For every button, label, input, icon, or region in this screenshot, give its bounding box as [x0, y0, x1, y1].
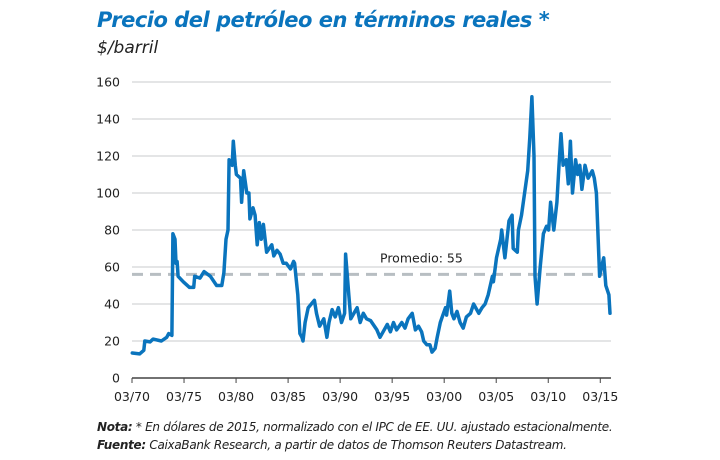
chart-title: Precio del petróleo en términos reales * [97, 8, 550, 32]
y-tick-label: 60 [104, 260, 120, 275]
y-tick-label: 100 [96, 186, 120, 201]
x-tick-label: 03/80 [218, 389, 254, 404]
x-tick-label: 03/10 [530, 389, 566, 404]
y-axis-unit-label: $/barril [97, 38, 159, 58]
price-series-line [130, 95, 612, 356]
y-tick-label: 160 [96, 75, 120, 90]
x-tick-label: 03/90 [322, 389, 358, 404]
source-note: Fuente: CaixaBank Research, a partir de … [97, 438, 567, 452]
average-label: Promedio: 55 [380, 250, 463, 265]
x-tick-label: 03/85 [270, 389, 306, 404]
footnote: Nota: * En dólares de 2015, normalizado … [97, 420, 613, 434]
y-tick-label: 20 [104, 334, 120, 349]
y-tick-label: 120 [96, 149, 120, 164]
x-tick-label: 03/95 [374, 389, 410, 404]
y-tick-label: 0 [112, 371, 120, 386]
x-tick-label: 03/00 [426, 389, 462, 404]
x-tick-label: 03/70 [114, 389, 150, 404]
fuente-label: Fuente: [97, 438, 146, 452]
nota-label: Nota: [97, 420, 133, 434]
y-tick-label: 140 [96, 112, 120, 127]
x-tick-label: 03/05 [478, 389, 514, 404]
y-tick-label: 80 [104, 223, 120, 238]
nota-text: * En dólares de 2015, normalizado con el… [132, 420, 613, 434]
x-tick-label: 03/75 [166, 389, 202, 404]
fuente-text: CaixaBank Research, a partir de datos de… [145, 438, 567, 452]
y-tick-label: 40 [104, 297, 120, 312]
x-tick-label: 03/15 [582, 389, 618, 404]
